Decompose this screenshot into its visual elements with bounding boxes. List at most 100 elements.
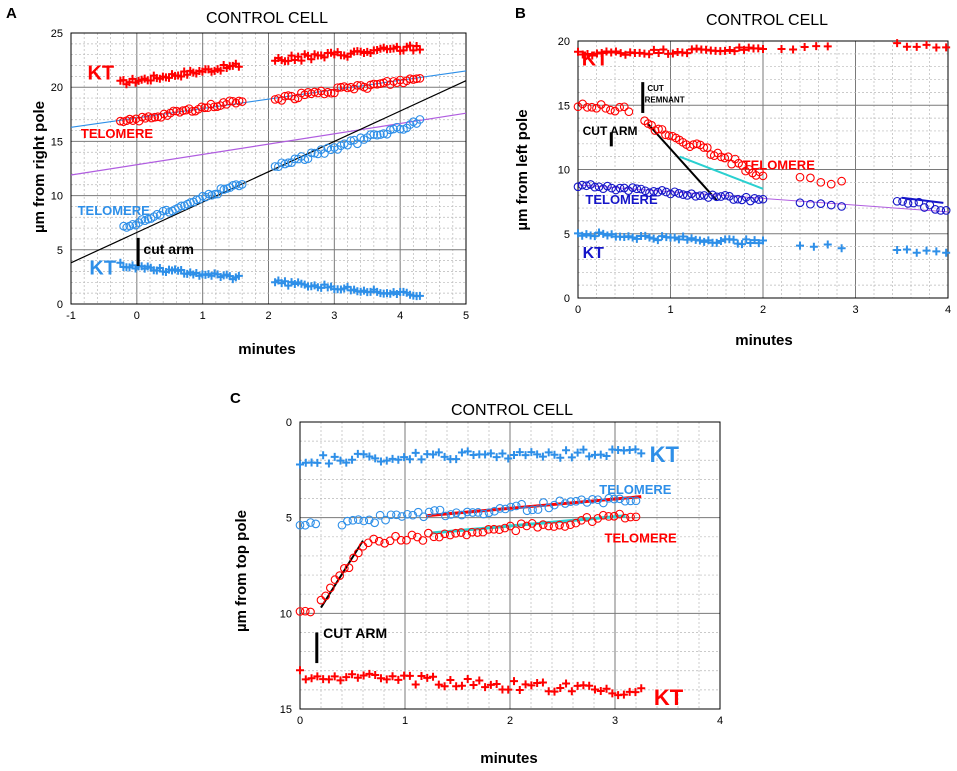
circle-marker — [210, 189, 220, 199]
circle-marker — [441, 511, 450, 521]
circle-marker — [682, 191, 692, 200]
plus-marker — [301, 675, 310, 684]
plus-marker — [382, 456, 391, 465]
plus-marker — [932, 43, 941, 52]
plus-marker — [365, 669, 374, 678]
circle-marker — [758, 171, 768, 181]
plus-marker — [515, 448, 524, 457]
plus-marker — [330, 452, 339, 461]
circle-marker — [500, 504, 510, 514]
circle-marker — [429, 532, 439, 542]
circle-marker — [489, 524, 499, 534]
plus-marker — [287, 51, 296, 60]
plus-marker — [641, 231, 650, 240]
plus-marker — [567, 453, 576, 462]
circle-marker — [678, 190, 688, 199]
circle-marker — [131, 220, 141, 230]
circle-marker — [375, 510, 385, 520]
plus-marker — [583, 50, 592, 59]
circle-marker — [826, 200, 836, 210]
circle-marker — [300, 606, 310, 616]
plus-marker — [590, 685, 599, 694]
annotation-label: TELOMERE — [585, 192, 658, 207]
plus-marker — [683, 235, 692, 244]
circle-marker — [234, 96, 244, 106]
circle-marker — [415, 74, 425, 83]
circle-marker — [577, 180, 587, 190]
plus-marker — [510, 451, 519, 460]
circle-marker — [702, 143, 712, 152]
circle-marker — [177, 201, 186, 211]
annotation-label: TELOMERE — [743, 158, 816, 173]
plus-marker — [119, 76, 128, 85]
x-tick-label: 4 — [717, 715, 723, 727]
circle-marker — [615, 102, 624, 112]
series-telomere-blue- — [573, 180, 768, 206]
circle-marker — [611, 185, 621, 195]
plus-marker — [400, 453, 409, 462]
plus-marker — [759, 44, 767, 53]
plus-marker — [611, 47, 620, 56]
circle-marker — [517, 499, 527, 509]
plus-marker — [313, 672, 322, 681]
circle-marker — [699, 143, 709, 152]
plus-marker — [515, 685, 524, 694]
series-kt-red- — [296, 666, 646, 700]
circle-marker — [353, 81, 362, 90]
plus-marker — [735, 43, 744, 52]
circle-marker — [379, 129, 389, 138]
plus-marker — [348, 455, 357, 464]
y-tick-label: 10 — [558, 165, 570, 177]
plus-marker — [574, 229, 582, 238]
plus-marker — [527, 448, 536, 457]
circle-marker — [462, 530, 471, 540]
plus-marker — [737, 240, 746, 249]
circle-marker — [729, 195, 738, 204]
plus-marker — [823, 240, 832, 249]
circle-marker — [571, 518, 581, 528]
series-kt-blue-3 — [893, 245, 951, 257]
plus-marker — [324, 459, 333, 468]
x-tick-label: 0 — [297, 715, 303, 727]
circle-marker — [295, 520, 305, 530]
plus-marker — [394, 455, 403, 464]
circle-marker — [598, 510, 608, 520]
circle-marker — [516, 519, 526, 529]
circle-marker — [806, 199, 815, 209]
circle-marker — [225, 96, 235, 106]
plus-marker — [234, 271, 243, 280]
circle-marker — [381, 515, 390, 525]
plus-marker — [527, 681, 536, 690]
plus-marker — [504, 685, 513, 694]
plus-marker — [307, 674, 316, 683]
plus-marker — [296, 666, 304, 675]
annotation-label: CUT ARM — [323, 625, 387, 641]
plus-marker — [712, 238, 721, 247]
circle-marker — [456, 528, 466, 537]
plus-marker — [596, 450, 605, 459]
circle-marker — [555, 496, 565, 506]
circle-marker — [209, 102, 219, 112]
circle-marker — [941, 206, 951, 215]
circle-marker — [195, 194, 204, 204]
plus-marker — [446, 676, 455, 685]
circle-marker — [451, 508, 461, 518]
plus-marker — [922, 40, 931, 49]
circle-marker — [620, 513, 630, 523]
plus-marker — [562, 446, 571, 455]
annotation-label: KT — [650, 442, 680, 467]
plus-marker — [645, 233, 654, 242]
series-telomere-red- — [363, 509, 641, 548]
series-telomere-blue- — [119, 180, 247, 232]
circle-marker — [369, 534, 379, 544]
panel-b-xlabel: minutes — [735, 332, 793, 349]
circle-marker — [687, 189, 696, 199]
circle-marker — [619, 183, 629, 193]
plus-marker — [670, 233, 679, 242]
circle-marker — [577, 495, 586, 505]
circle-marker — [473, 528, 482, 537]
x-tick-label: 3 — [852, 304, 858, 316]
circle-marker — [490, 506, 499, 516]
circle-marker — [300, 520, 310, 530]
